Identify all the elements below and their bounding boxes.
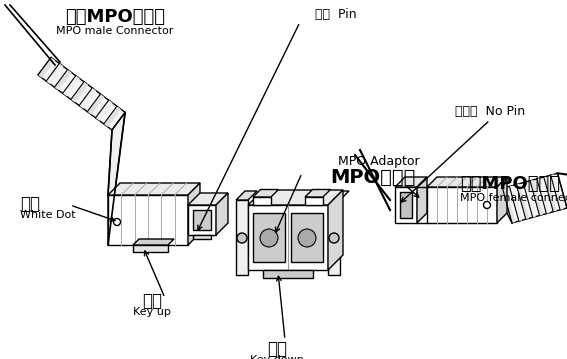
Polygon shape — [133, 245, 168, 252]
Polygon shape — [417, 177, 427, 223]
Polygon shape — [38, 57, 125, 130]
Text: 凸键: 凸键 — [142, 292, 162, 310]
Polygon shape — [530, 180, 543, 215]
Polygon shape — [236, 191, 257, 200]
Text: MPO female connector: MPO female connector — [460, 193, 567, 203]
Polygon shape — [328, 191, 349, 200]
Text: Key up: Key up — [133, 307, 171, 317]
Polygon shape — [544, 176, 557, 212]
Polygon shape — [328, 190, 343, 270]
Polygon shape — [193, 235, 211, 239]
Polygon shape — [188, 193, 228, 205]
Polygon shape — [188, 205, 216, 235]
Polygon shape — [517, 183, 529, 219]
Polygon shape — [502, 187, 515, 223]
Polygon shape — [248, 205, 328, 270]
Polygon shape — [551, 174, 564, 210]
Polygon shape — [305, 197, 323, 205]
Polygon shape — [38, 57, 55, 78]
Polygon shape — [253, 197, 271, 205]
Polygon shape — [236, 200, 248, 275]
Circle shape — [298, 229, 316, 247]
Polygon shape — [263, 270, 313, 278]
Polygon shape — [502, 173, 567, 223]
Polygon shape — [108, 112, 125, 245]
Text: MPO适配器: MPO适配器 — [330, 168, 416, 187]
Text: 引脚  Pin: 引脚 Pin — [315, 8, 357, 21]
Polygon shape — [63, 76, 80, 96]
Text: 无引脚  No Pin: 无引脚 No Pin — [455, 105, 525, 118]
Polygon shape — [248, 190, 343, 205]
Polygon shape — [400, 192, 412, 218]
Polygon shape — [395, 187, 417, 223]
Polygon shape — [104, 106, 121, 127]
Polygon shape — [253, 213, 285, 262]
Polygon shape — [305, 190, 331, 197]
Polygon shape — [108, 183, 200, 195]
Polygon shape — [46, 64, 64, 84]
Circle shape — [260, 229, 278, 247]
Polygon shape — [427, 177, 507, 187]
Polygon shape — [253, 190, 278, 197]
Circle shape — [329, 233, 339, 243]
Text: 白点: 白点 — [20, 195, 40, 213]
Text: White Dot: White Dot — [20, 210, 75, 220]
Polygon shape — [79, 88, 96, 109]
Polygon shape — [108, 195, 188, 245]
Text: 凹键: 凹键 — [267, 340, 287, 358]
Circle shape — [237, 233, 247, 243]
Polygon shape — [216, 193, 228, 235]
Polygon shape — [395, 177, 427, 187]
Circle shape — [484, 201, 490, 209]
Text: 母头MPO连接器: 母头MPO连接器 — [460, 175, 560, 193]
Polygon shape — [328, 200, 340, 275]
Polygon shape — [497, 177, 507, 223]
Polygon shape — [188, 183, 200, 245]
Text: MPO Adaptor: MPO Adaptor — [338, 155, 420, 168]
Polygon shape — [71, 82, 88, 103]
Polygon shape — [291, 213, 323, 262]
Polygon shape — [427, 187, 497, 223]
Polygon shape — [537, 178, 550, 214]
Text: MPO male Connector: MPO male Connector — [56, 26, 174, 36]
Polygon shape — [509, 186, 522, 221]
Polygon shape — [87, 94, 104, 115]
Polygon shape — [133, 239, 174, 245]
Circle shape — [113, 219, 121, 225]
Text: Key down: Key down — [250, 355, 304, 359]
Polygon shape — [54, 70, 71, 90]
Text: 公头MPO连接器: 公头MPO连接器 — [65, 8, 165, 26]
Polygon shape — [96, 100, 113, 121]
Polygon shape — [193, 210, 211, 230]
Polygon shape — [523, 182, 536, 218]
